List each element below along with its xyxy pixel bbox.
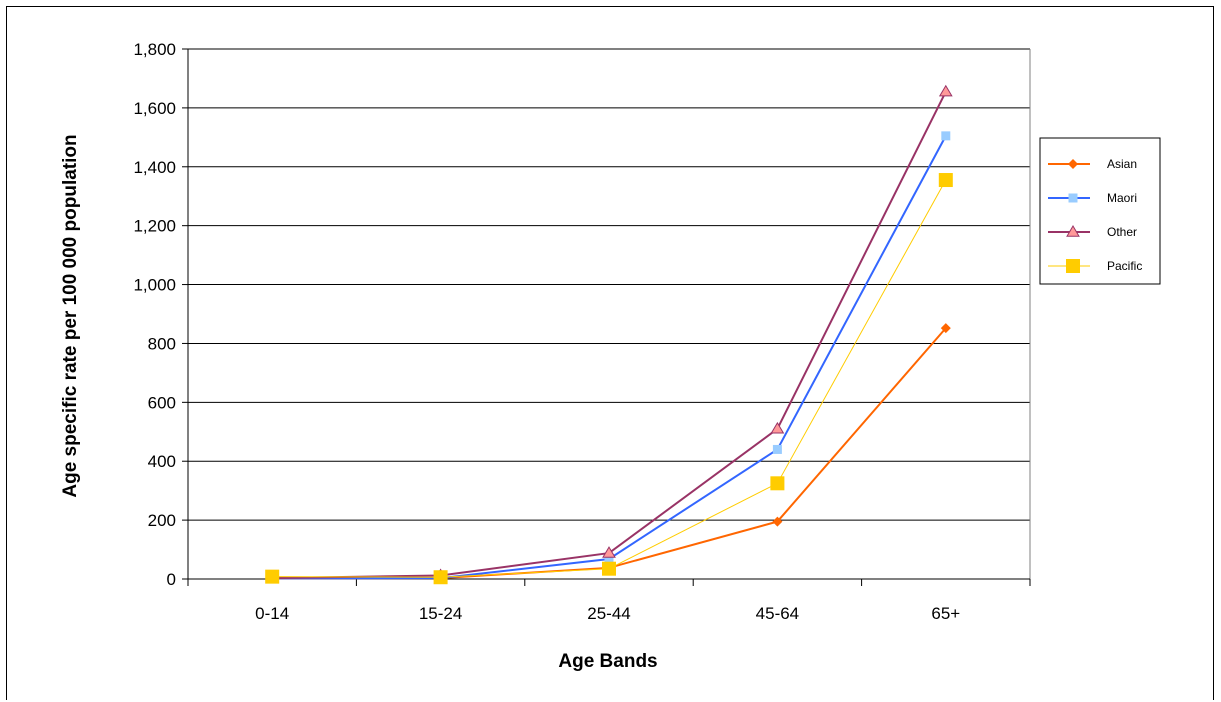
legend-marker-other: [1066, 225, 1080, 237]
y-tick-label: 1,600: [133, 99, 176, 118]
legend-label-pacific: Pacific: [1107, 259, 1142, 273]
y-tick-label: 1,000: [133, 276, 176, 295]
x-tick-label: 45-64: [756, 604, 799, 623]
series-line-pacific: [272, 179, 947, 578]
gridlines: [188, 48, 1031, 579]
data-point-maori: [604, 554, 614, 564]
x-tick-label: 25-44: [587, 604, 630, 623]
data-point-asian: [772, 516, 783, 527]
series-markers: [265, 84, 953, 585]
legend: Asian Maori Other Pacific: [1039, 137, 1161, 285]
data-point-other: [602, 546, 616, 558]
y-tick-label: 200: [148, 511, 176, 530]
y-tick-label: 1,200: [133, 217, 176, 236]
data-point-maori: [941, 131, 951, 141]
y-tick-label: 0: [167, 570, 176, 589]
legend-label-maori: Maori: [1107, 191, 1137, 205]
data-point-maori: [772, 444, 782, 454]
data-point-asian: [940, 323, 951, 334]
legend-label-other: Other: [1107, 225, 1137, 239]
data-point-other: [770, 421, 785, 434]
data-point-pacific: [265, 569, 280, 584]
x-axis-title: Age Bands: [558, 651, 657, 672]
data-point-pacific: [602, 561, 616, 576]
y-tick-label: 800: [148, 334, 176, 353]
data-point-pacific: [770, 476, 785, 491]
x-tick-label: 15-24: [419, 604, 462, 623]
x-tick-label: 65+: [931, 604, 960, 623]
data-point-other: [938, 84, 953, 97]
y-tick-label: 600: [148, 393, 176, 412]
y-tick-label: 1,800: [133, 40, 176, 59]
y-tick-label: 400: [148, 452, 176, 471]
x-tick-label: 0-14: [255, 604, 289, 623]
legend-marker-pacific: [1066, 259, 1080, 273]
legend-marker-maori: [1068, 193, 1078, 203]
series-lines: [272, 91, 947, 580]
series-line-other: [272, 91, 947, 580]
chart-frame: [6, 6, 1214, 700]
legend-label-asian: Asian: [1107, 157, 1137, 171]
y-axis-title: Age specific rate per 100 000 population: [60, 134, 81, 497]
data-point-pacific: [938, 173, 953, 188]
series-line-asian: [272, 327, 947, 580]
axes: 0 200 400 600 800 1,000 1,200 1,400 1,600 1,800 0-…: [133, 40, 1031, 623]
y-tick-label: 1,400: [133, 158, 176, 177]
series-line-maori: [272, 135, 947, 580]
legend-box: [1039, 137, 1161, 285]
legend-marker-asian: [1068, 159, 1078, 169]
data-point-pacific: [433, 570, 448, 585]
